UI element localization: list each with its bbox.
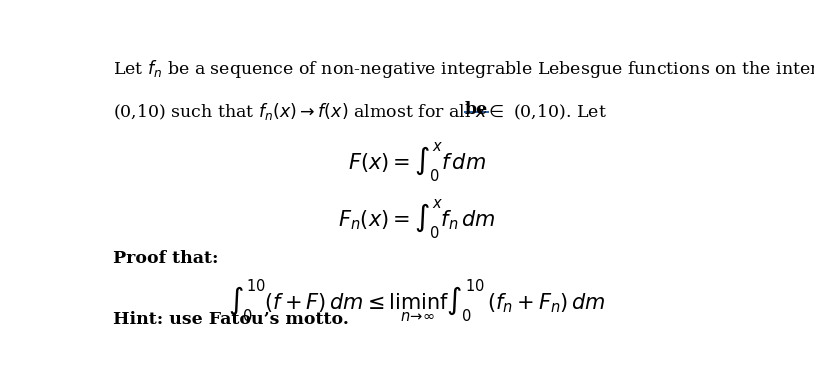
Text: be: be xyxy=(465,101,488,118)
Text: $\int_0^{10} (f + F)\,dm \leq \liminf_{n\to\infty} \int_0^{10} (f_n + F_n)\,dm$: $\int_0^{10} (f + F)\,dm \leq \liminf_{n… xyxy=(229,278,606,325)
Text: Let $f_n$ be a sequence of non-negative integrable Lebesgue functions on the int: Let $f_n$ be a sequence of non-negative … xyxy=(113,59,814,80)
Text: Proof that:: Proof that: xyxy=(113,250,219,266)
Text: $F_n(x) = \int_0^x f_n\,dm$: $F_n(x) = \int_0^x f_n\,dm$ xyxy=(339,197,496,241)
Text: Hint: use Fatou’s motto.: Hint: use Fatou’s motto. xyxy=(113,311,349,328)
Text: (0,10) such that $f_n(x) \rightarrow f(x)$ almost for all $x \in$ (0,10). Let: (0,10) such that $f_n(x) \rightarrow f(x… xyxy=(113,101,607,122)
Text: $F(x) = \int_0^x f\,dm$: $F(x) = \int_0^x f\,dm$ xyxy=(348,141,486,184)
